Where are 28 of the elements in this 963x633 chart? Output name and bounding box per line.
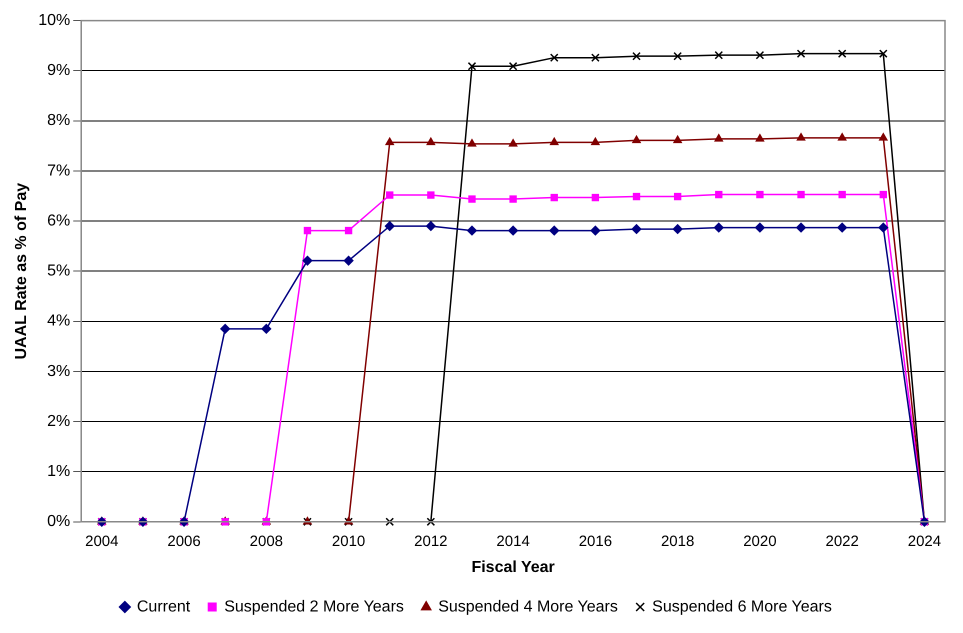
y-tick-label: 3% [47,362,70,380]
y-tick-label: 10% [38,12,70,30]
x-axis-title: Fiscal Year [471,558,555,576]
x-tick-label: 2022 [825,532,859,550]
x-tick-label: 2024 [908,532,942,550]
x-tick-label: 2010 [332,532,366,550]
y-tick-label: 7% [47,162,70,180]
y-tick-label: 6% [47,212,70,230]
x-tick-label: 2012 [414,532,448,550]
x-tick-label: 2018 [660,532,694,550]
x-tick-label: 2008 [250,532,284,550]
x-tick-label: 2004 [85,532,118,550]
y-tick-label: 4% [47,312,70,330]
x-tick-label: 2016 [578,532,612,550]
legend-label: Suspended 6 More Years [652,598,832,616]
y-tick-label: 9% [47,62,70,80]
y-tick-label: 5% [47,262,70,280]
y-axis-title: UAAL Rate as % of Pay [13,182,30,360]
x-tick-label: 2020 [743,532,777,550]
y-tick-label: 1% [47,463,70,480]
y-tick-label: 8% [47,112,70,130]
y-tick-label: 0% [47,513,70,530]
legend-label: Suspended 4 More Years [438,598,618,616]
legend-label: Current [136,598,191,616]
y-tick-label: 2% [47,412,70,430]
legend-label: Suspended 2 More Years [224,598,404,616]
x-tick-label: 2006 [167,532,201,550]
x-tick-label: 2014 [496,532,530,550]
